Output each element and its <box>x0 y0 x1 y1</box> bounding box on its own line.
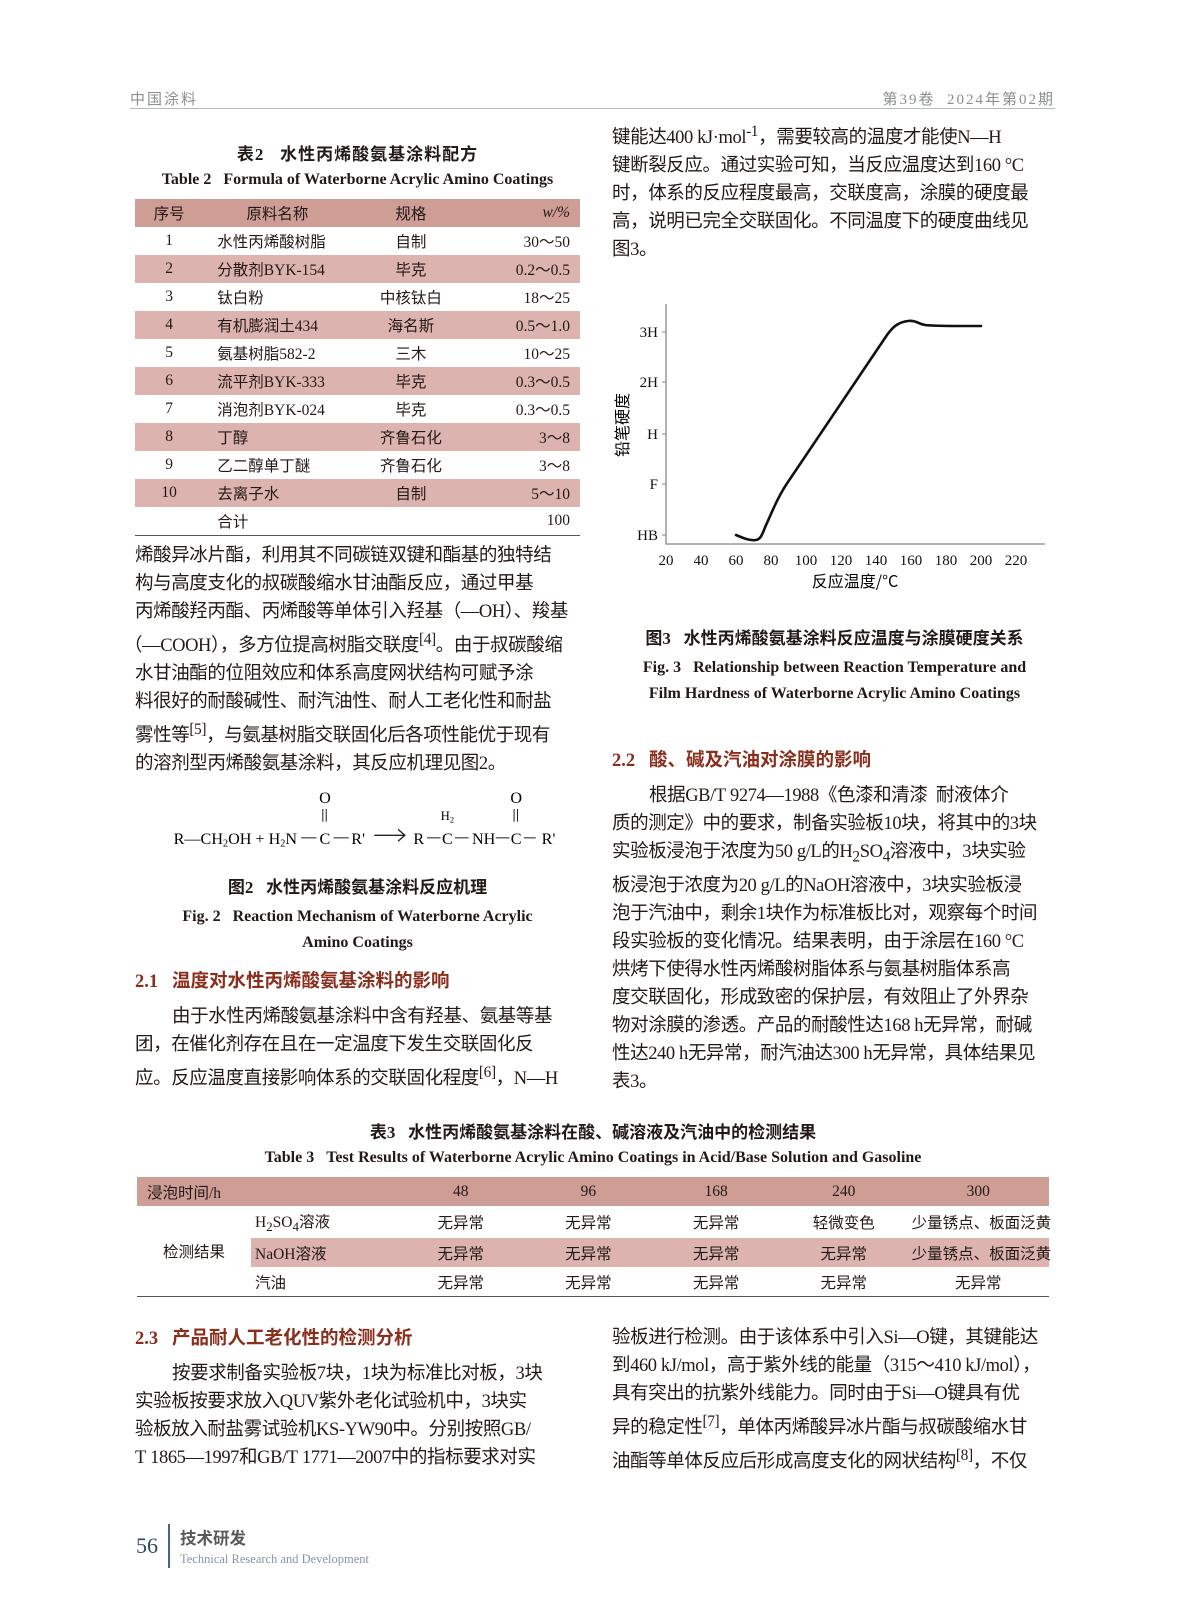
svg-text:180: 180 <box>935 553 958 569</box>
svg-text:C: C <box>511 831 522 848</box>
svg-text:220: 220 <box>1005 553 1028 569</box>
svg-text:100: 100 <box>795 553 818 569</box>
svg-text:R': R' <box>542 831 556 848</box>
svg-text:O: O <box>510 790 522 807</box>
svg-text:80: 80 <box>764 553 779 569</box>
svg-text:F: F <box>650 477 658 493</box>
svg-text:C: C <box>320 831 331 848</box>
svg-text:铅笔硬度: 铅笔硬度 <box>612 393 633 457</box>
svg-text:R: R <box>413 831 424 848</box>
svg-text:O: O <box>319 790 331 807</box>
svg-text:60: 60 <box>729 553 744 569</box>
svg-text:NH: NH <box>472 831 496 848</box>
svg-text:R—CH2OH + H2N: R—CH2OH + H2N <box>174 831 298 850</box>
svg-text:反应温度/°C: 反应温度/°C <box>812 568 898 592</box>
svg-text:R': R' <box>351 831 365 848</box>
svg-text:3H: 3H <box>640 325 659 341</box>
svg-text:HB: HB <box>637 528 658 544</box>
svg-text:H: H <box>647 427 658 443</box>
svg-text:H2: H2 <box>441 809 454 825</box>
svg-text:200: 200 <box>970 553 993 569</box>
svg-text:120: 120 <box>830 553 853 569</box>
svg-text:C: C <box>442 831 453 848</box>
svg-text:2H: 2H <box>640 375 659 391</box>
svg-text:140: 140 <box>865 553 888 569</box>
svg-text:20: 20 <box>659 553 674 569</box>
svg-text:160: 160 <box>900 553 923 569</box>
svg-text:40: 40 <box>694 553 709 569</box>
